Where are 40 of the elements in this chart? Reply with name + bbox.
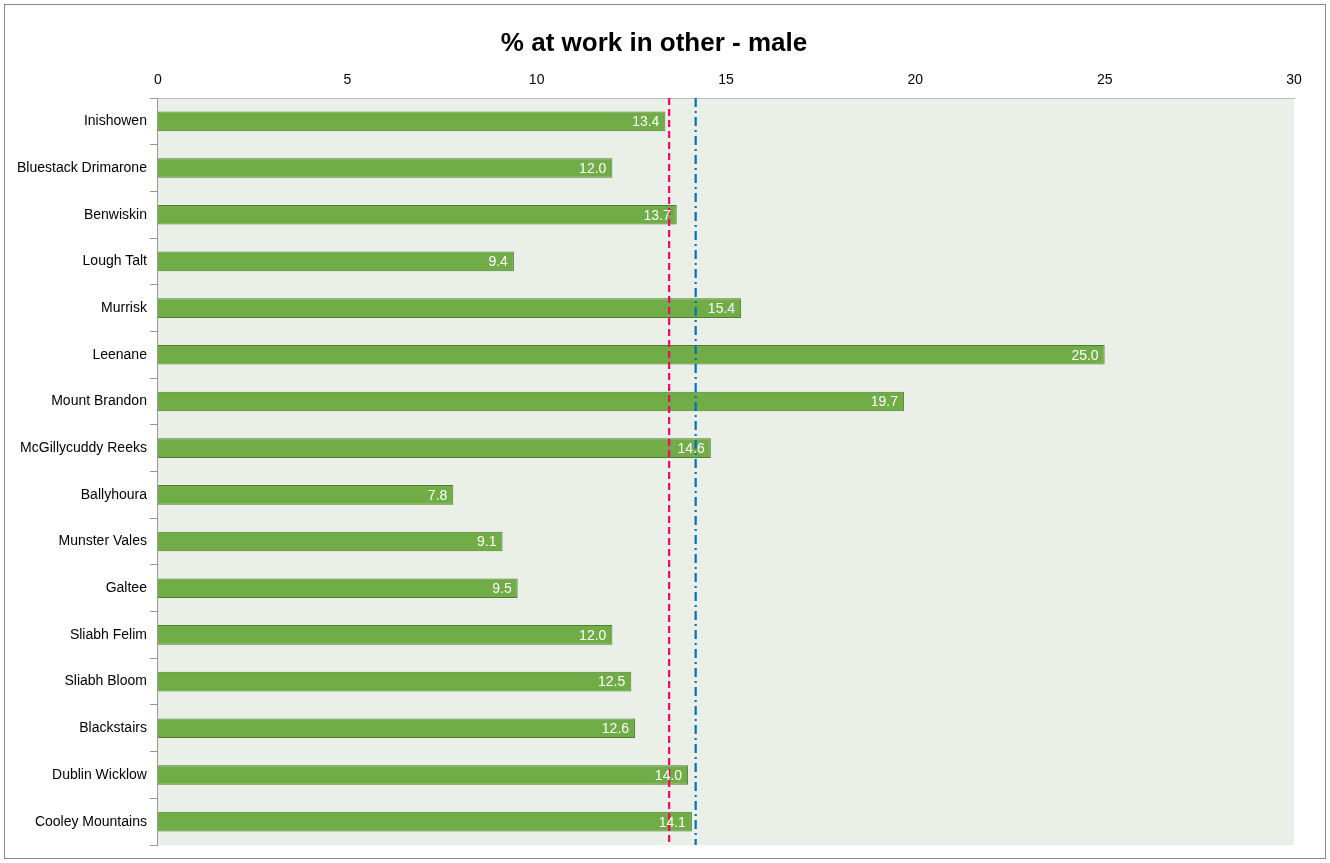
y-tick-label: Galtee [105,579,148,596]
x-tick-label: 10 [528,71,545,88]
data-label: 14.6 [677,440,706,457]
data-label: 15.4 [707,299,736,316]
y-tick-label: Bluestack Drimarone [17,158,148,175]
x-tick-label: 5 [343,71,352,88]
y-tick-label: Mount Brandon [51,392,147,409]
data-label: 13.4 [632,113,660,130]
x-tick-label: 30 [1286,71,1302,88]
x-tick-label: 0 [154,71,163,88]
data-label: 12.0 [579,626,607,643]
data-label: 9.4 [488,253,509,270]
y-tick-label: Inishowen [83,112,147,129]
x-tick-label: 15 [718,71,734,88]
y-tick-label: Murrisk [101,298,148,315]
y-tick-label: Blackstairs [79,719,147,736]
data-label: 9.1 [477,533,497,550]
data-label: 7.8 [427,486,448,503]
chart-title: % at work in other - male [500,26,808,57]
data-label: 12.5 [598,673,626,690]
data-label: 19.7 [870,393,899,410]
y-tick-label: Cooley Mountains [34,812,147,829]
y-tick-label: Sliabh Felim [69,625,147,642]
data-label: 13.7 [643,206,671,223]
y-tick-label: Sliabh Bloom [64,672,147,689]
y-tick-label: Leenane [92,345,148,362]
y-tick-label: McGillycuddy Reeks [20,439,147,456]
data-label: 25.0 [1071,346,1099,363]
y-tick-label: Ballyhoura [80,485,148,502]
y-tick-label: Lough Talt [82,252,148,269]
y-tick-label: Dublin Wicklow [52,765,148,782]
data-label: 14.0 [654,766,683,783]
x-tick-label: 20 [907,71,924,88]
data-label: 12.0 [579,159,607,176]
data-label: 12.6 [601,720,630,737]
y-tick-label: Munster Vales [58,532,147,549]
data-label: 14.1 [658,813,687,830]
y-tick-label: Benwiskin [83,205,147,222]
data-label: 9.5 [492,580,512,597]
x-tick-label: 25 [1096,71,1113,88]
